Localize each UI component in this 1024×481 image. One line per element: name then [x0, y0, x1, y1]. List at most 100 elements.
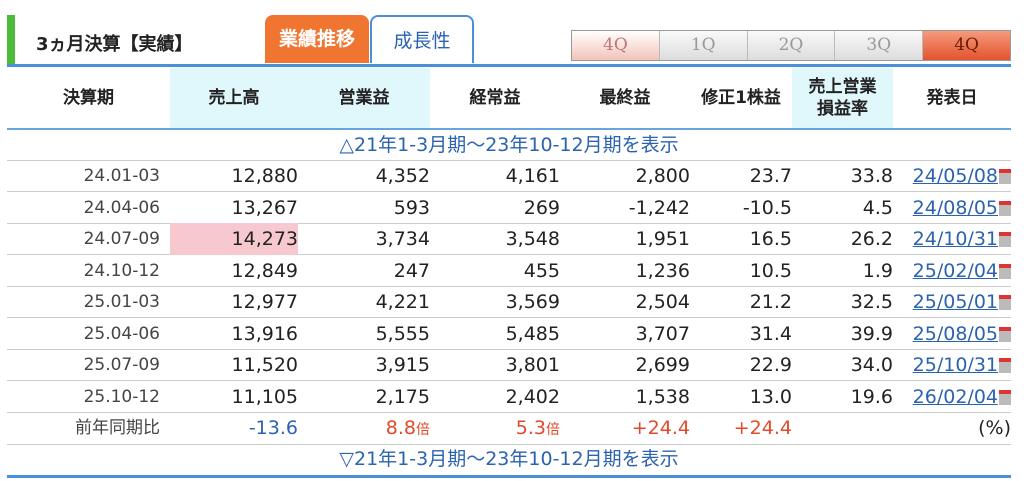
- cell-margin: 33.8: [850, 165, 893, 187]
- date-link[interactable]: 24/10/31: [912, 228, 998, 250]
- pdf-icon[interactable]: [999, 263, 1011, 279]
- pdf-icon[interactable]: [999, 358, 1011, 373]
- cell-net: -1,242: [628, 196, 690, 219]
- cell-net: 2,699: [635, 354, 690, 376]
- quarter-button[interactable]: 3Q: [835, 31, 924, 60]
- cell-sales: 12,977: [231, 291, 298, 313]
- cell-ordinary: 4,161: [505, 165, 560, 187]
- divider: [7, 64, 1011, 67]
- pdf-icon[interactable]: [999, 295, 1011, 310]
- cell-net: 1,236: [635, 259, 690, 282]
- cell-ordinary: 2,402: [505, 385, 560, 408]
- cell-eps: 16.5: [749, 228, 792, 250]
- pdf-icon[interactable]: [999, 389, 1011, 405]
- cell-sales: 14,273: [170, 223, 298, 255]
- cell-period: 24.07-09: [83, 229, 160, 249]
- show-older-toggle[interactable]: △21年1-3月期～23年10-12月期を表示: [7, 130, 1011, 161]
- cell-date: 25/05/01: [893, 286, 1011, 318]
- cell-sales: 11,105: [231, 385, 298, 408]
- show-older-toggle-bottom[interactable]: ▽21年1-3月期～23年10-12月期を表示: [339, 448, 679, 470]
- col-operating: 営業益: [298, 68, 430, 128]
- quarter-button[interactable]: 2Q: [747, 31, 836, 60]
- cell-operating: 3,915: [375, 354, 430, 376]
- cell-ordinary: 3,548: [505, 228, 560, 250]
- cell-operating: 4,352: [375, 165, 430, 187]
- quarter-selector: 4Q 1Q 2Q 3Q 4Q: [571, 30, 1011, 61]
- table-header: 決算期 売上高 営業益 経常益 最終益 修正1株益 売上営業 損益率 発表日: [7, 68, 1011, 128]
- cell-sales: 11,520: [231, 354, 298, 376]
- cell-date: 24/08/05: [893, 192, 1011, 224]
- cell-operating: 5,555: [375, 322, 430, 345]
- date-link[interactable]: 26/02/04: [912, 385, 998, 408]
- table-row: 25.04-06 13,916 5,555 5,485 3,707 31.4 39.9 25/…: [7, 318, 1011, 350]
- cell-operating: 4,221: [375, 291, 430, 313]
- cell-ordinary: 3,569: [505, 291, 560, 313]
- cell-margin: 32.5: [850, 291, 893, 313]
- cell-ordinary: 5,485: [505, 322, 560, 345]
- cell-date: 24/10/31: [893, 223, 1011, 255]
- cell-ordinary: 455: [523, 259, 560, 282]
- table-row: 24.07-09 14,273 3,734 3,548 1,951 16.5 26.2 24/…: [7, 223, 1011, 255]
- yoy-label: 前年同期比: [75, 418, 160, 438]
- table-row: 25.07-09 11,520 3,915 3,801 2,699 22.9 34.0 25/…: [7, 349, 1011, 381]
- cell-sales: 12,849: [231, 259, 298, 282]
- yoy-sales: -13.6: [248, 417, 298, 439]
- col-sales: 売上高: [170, 68, 298, 128]
- date-link[interactable]: 25/05/01: [912, 291, 998, 313]
- quarter-button[interactable]: 1Q: [659, 31, 748, 60]
- col-date: 発表日: [926, 88, 978, 108]
- table-row: 25.10-12 11,105 2,175 2,402 1,538 13.0 19.6 26/…: [7, 381, 1011, 413]
- table-row: 25.01-03 12,977 4,221 3,569 2,504 21.2 32.5 25/…: [7, 286, 1011, 318]
- cell-sales: 12,880: [231, 165, 298, 187]
- cell-period: 24.10-12: [83, 260, 160, 281]
- cell-margin: 4.5: [862, 196, 893, 219]
- cell-sales: 13,267: [231, 196, 298, 219]
- yoy-eps: +24.4: [733, 417, 792, 439]
- cell-operating: 593: [393, 196, 430, 219]
- unit: 倍: [546, 422, 560, 438]
- col-ordinary: 経常益: [469, 88, 521, 108]
- yoy-row: 前年同期比 -13.6 8.8倍 5.3倍 +24.4 +24.4 (%): [7, 412, 1011, 445]
- col-margin: 売上営業 損益率: [792, 68, 893, 128]
- date-link[interactable]: 24/08/05: [912, 196, 998, 219]
- cell-period: 25.07-09: [83, 355, 160, 375]
- cell-net: 1,538: [635, 385, 690, 408]
- yoy-ordinary: 5.3: [515, 417, 546, 439]
- date-link[interactable]: 25/10/31: [912, 354, 998, 376]
- cell-date: 25/02/04: [893, 255, 1011, 287]
- cell-net: 1,951: [635, 228, 690, 250]
- cell-eps: 10.5: [749, 259, 792, 282]
- cell-date: 24/05/08: [893, 160, 1011, 192]
- cell-eps: 21.2: [749, 291, 792, 313]
- date-link[interactable]: 25/08/05: [912, 322, 998, 345]
- quarter-button-selected[interactable]: 4Q: [923, 31, 1010, 60]
- pdf-icon[interactable]: [999, 232, 1011, 247]
- yoy-net: +24.4: [631, 417, 690, 439]
- cell-margin: 39.9: [850, 322, 893, 345]
- quarter-button[interactable]: 4Q: [572, 31, 660, 60]
- date-link[interactable]: 25/02/04: [912, 259, 998, 282]
- tab-performance[interactable]: 業績推移: [265, 15, 369, 63]
- pdf-icon[interactable]: [999, 326, 1011, 342]
- cell-margin: 26.2: [850, 228, 893, 250]
- cell-net: 2,800: [635, 165, 690, 187]
- tab-growth[interactable]: 成長性: [370, 15, 474, 63]
- cell-period: 25.04-06: [83, 323, 160, 344]
- yoy-operating: 8.8: [385, 417, 416, 439]
- cell-ordinary: 3,801: [505, 354, 560, 376]
- cell-date: 25/10/31: [893, 349, 1011, 381]
- cell-ordinary: 269: [523, 196, 560, 219]
- pdf-icon[interactable]: [999, 200, 1011, 216]
- pdf-icon[interactable]: [999, 169, 1011, 184]
- cell-margin: 19.6: [850, 385, 893, 408]
- cell-net: 2,504: [635, 291, 690, 313]
- divider: [7, 475, 1011, 478]
- cell-date: 26/02/04: [893, 381, 1011, 413]
- cell-net: 3,707: [635, 322, 690, 345]
- section-marker: [7, 15, 15, 65]
- date-link[interactable]: 24/05/08: [912, 165, 998, 187]
- cell-margin: 1.9: [862, 259, 893, 282]
- cell-operating: 247: [393, 259, 430, 282]
- section-title: 3ヵ月決算【実績】: [36, 34, 193, 55]
- cell-eps: 31.4: [749, 322, 792, 345]
